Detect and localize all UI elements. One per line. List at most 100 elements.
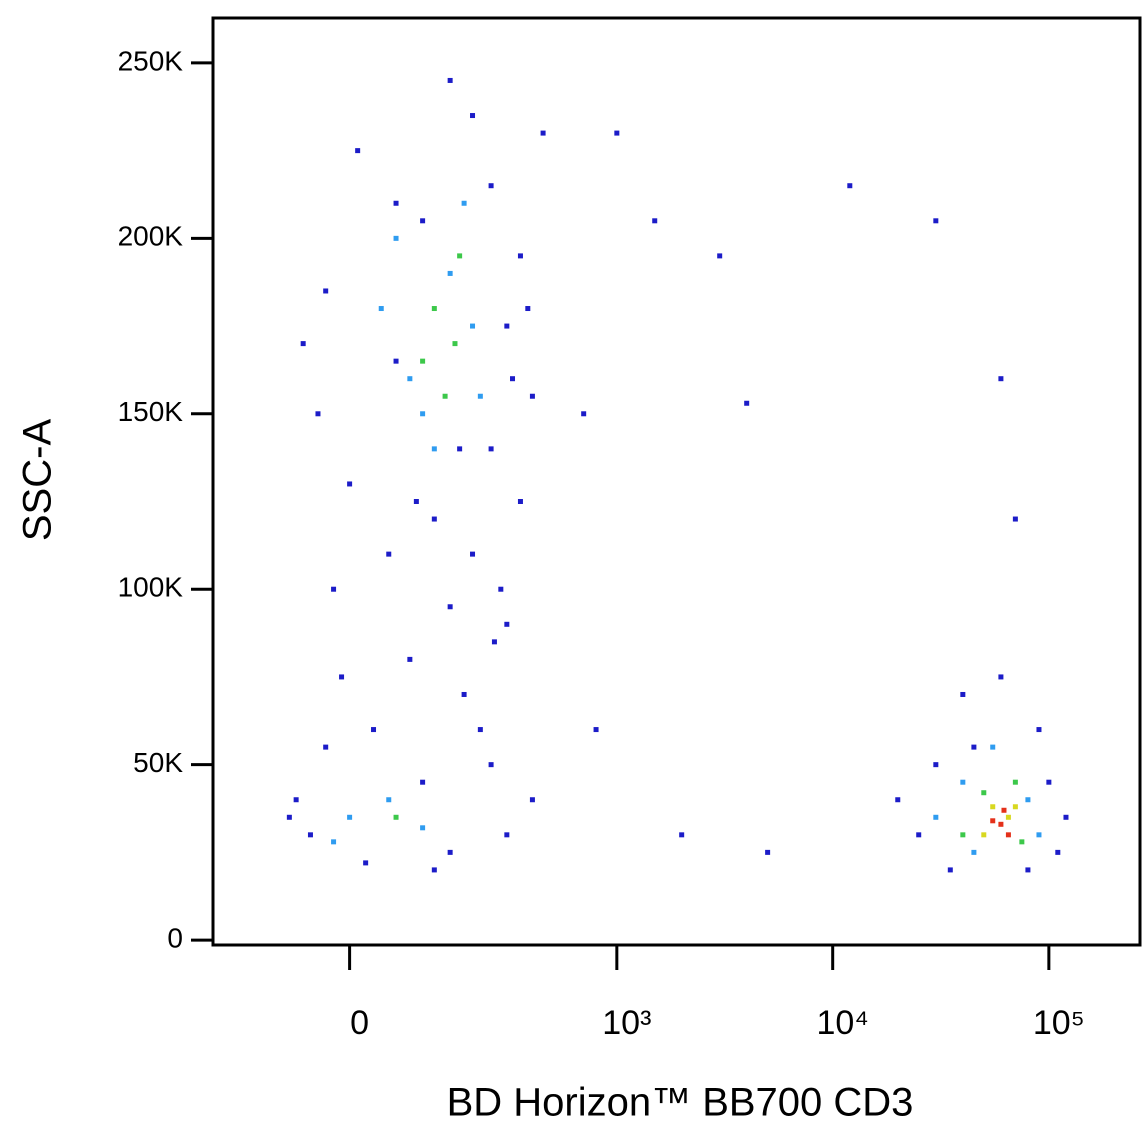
point bbox=[447, 270, 453, 276]
point bbox=[447, 77, 453, 83]
y-tick-label: 0 bbox=[167, 922, 183, 953]
point bbox=[286, 814, 292, 820]
point bbox=[470, 113, 476, 119]
point bbox=[998, 674, 1004, 680]
point bbox=[765, 849, 771, 855]
point bbox=[1005, 832, 1011, 838]
point bbox=[895, 797, 901, 803]
point bbox=[933, 762, 939, 768]
y-tick-label: 150K bbox=[118, 396, 184, 427]
point bbox=[998, 821, 1004, 827]
point bbox=[947, 867, 953, 873]
point bbox=[1025, 797, 1031, 803]
point bbox=[933, 218, 939, 224]
point bbox=[323, 744, 329, 750]
point bbox=[488, 762, 494, 768]
point bbox=[847, 183, 853, 189]
point bbox=[504, 621, 510, 627]
point bbox=[323, 288, 329, 294]
point bbox=[1036, 832, 1042, 838]
point bbox=[470, 323, 476, 329]
point bbox=[593, 727, 599, 733]
point bbox=[498, 586, 504, 592]
point bbox=[378, 306, 384, 312]
y-tick-label: 50K bbox=[133, 747, 183, 778]
point bbox=[339, 674, 345, 680]
point bbox=[431, 306, 437, 312]
point bbox=[998, 376, 1004, 382]
point bbox=[393, 814, 399, 820]
point bbox=[744, 400, 750, 406]
point bbox=[420, 411, 426, 417]
point bbox=[990, 804, 996, 810]
x-tick-label: 10⁴ bbox=[816, 1004, 868, 1042]
point bbox=[1055, 849, 1061, 855]
y-axis-label: SSC-A bbox=[16, 419, 60, 542]
point bbox=[540, 130, 546, 136]
point bbox=[517, 253, 523, 259]
point bbox=[420, 825, 426, 831]
point bbox=[1001, 807, 1007, 813]
point bbox=[386, 797, 392, 803]
point bbox=[679, 832, 685, 838]
y-tick-label: 100K bbox=[118, 572, 184, 603]
point bbox=[1063, 814, 1069, 820]
point bbox=[447, 849, 453, 855]
point bbox=[525, 306, 531, 312]
point bbox=[477, 727, 483, 733]
point bbox=[1046, 779, 1052, 785]
point bbox=[407, 656, 413, 662]
point bbox=[431, 867, 437, 873]
point bbox=[981, 832, 987, 838]
point bbox=[331, 586, 337, 592]
y-tick-label: 250K bbox=[118, 45, 184, 76]
point bbox=[371, 727, 377, 733]
y-tick-label: 200K bbox=[118, 221, 184, 252]
point bbox=[407, 376, 413, 382]
point bbox=[990, 818, 996, 824]
point bbox=[457, 446, 463, 452]
point bbox=[529, 797, 535, 803]
point bbox=[981, 790, 987, 796]
x-tick-label: 10³ bbox=[602, 1004, 651, 1042]
point bbox=[331, 839, 337, 845]
point bbox=[300, 341, 306, 347]
point bbox=[393, 200, 399, 206]
point bbox=[510, 376, 516, 382]
point bbox=[1036, 727, 1042, 733]
point bbox=[614, 130, 620, 136]
point bbox=[431, 446, 437, 452]
point bbox=[461, 200, 467, 206]
point bbox=[1025, 867, 1031, 873]
point bbox=[517, 498, 523, 504]
point bbox=[960, 691, 966, 697]
x-tick-label: 0 bbox=[350, 1004, 369, 1042]
point bbox=[1012, 779, 1018, 785]
point bbox=[504, 832, 510, 838]
point bbox=[393, 358, 399, 364]
point bbox=[347, 481, 353, 487]
plot-frame bbox=[211, 16, 1142, 947]
point bbox=[307, 832, 313, 838]
point bbox=[488, 183, 494, 189]
point bbox=[971, 849, 977, 855]
point bbox=[442, 393, 448, 399]
point bbox=[363, 860, 369, 866]
point bbox=[652, 218, 658, 224]
point bbox=[413, 498, 419, 504]
point bbox=[470, 551, 476, 557]
point bbox=[491, 639, 497, 645]
point bbox=[916, 832, 922, 838]
point bbox=[960, 779, 966, 785]
point bbox=[355, 148, 361, 154]
point bbox=[447, 604, 453, 610]
point bbox=[461, 691, 467, 697]
point bbox=[477, 393, 483, 399]
point bbox=[293, 797, 299, 803]
point bbox=[529, 393, 535, 399]
x-axis-label: BD Horizon™ BB700 CD3 bbox=[447, 1081, 914, 1125]
point bbox=[971, 744, 977, 750]
x-tick-label: 10⁵ bbox=[1033, 1004, 1085, 1042]
point bbox=[1012, 804, 1018, 810]
point bbox=[1005, 814, 1011, 820]
